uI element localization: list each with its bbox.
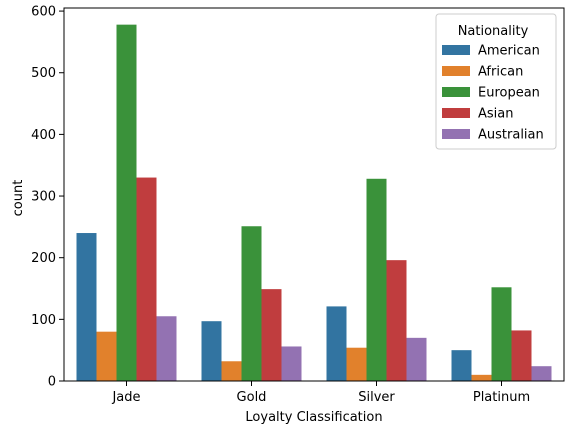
legend: Nationality American African European Asian… <box>435 13 557 150</box>
axes-layer: 0 100 200 300 400 500 600 Jade Gold Silver Platinu… <box>31 5 565 405</box>
bar-australian-platinum <box>531 366 552 381</box>
legend-swatch-australian <box>442 129 470 139</box>
legend-entries: American African European Asian Australian <box>442 44 544 143</box>
y-tick-label: 300 <box>31 190 56 205</box>
y-tick-label: 400 <box>31 128 56 143</box>
bar-european-silver <box>366 178 387 381</box>
y-tick-label: 200 <box>31 251 56 266</box>
legend-swatch-european <box>442 87 470 97</box>
y-tick-label: 500 <box>31 66 56 81</box>
bar-american-platinum <box>451 350 472 381</box>
legend-title: Nationality <box>458 24 529 39</box>
bar-asian-gold <box>261 289 282 381</box>
bar-african-platinum <box>471 374 492 381</box>
legend-swatch-asian <box>442 108 470 118</box>
bar-australian-gold <box>281 346 302 381</box>
legend-label-african: African <box>478 65 523 80</box>
bar-australian-jade <box>156 316 177 381</box>
bar-european-platinum <box>491 287 512 381</box>
y-tick-label: 600 <box>31 5 56 20</box>
y-tick-label: 100 <box>31 313 56 328</box>
bar-african-silver <box>346 347 367 381</box>
y-axis-label: count <box>11 180 26 217</box>
x-tick-label: Gold <box>237 390 267 405</box>
bar-asian-platinum <box>511 330 532 381</box>
x-tick-label: Jade <box>111 390 140 405</box>
legend-label-american: American <box>478 44 540 59</box>
legend-label-european: European <box>478 86 540 101</box>
bar-european-gold <box>241 226 262 381</box>
bar-european-jade <box>116 24 137 382</box>
bar-asian-silver <box>386 260 407 381</box>
x-tick-label: Platinum <box>473 390 530 405</box>
bar-australian-silver <box>406 337 427 381</box>
legend-label-asian: Asian <box>478 107 513 122</box>
bar-african-jade <box>96 331 117 381</box>
bar-american-silver <box>326 306 347 381</box>
bars-layer <box>76 24 552 382</box>
x-axis-label: Loyalty Classification <box>245 410 382 425</box>
plot-frame <box>63 7 565 382</box>
bar-african-gold <box>221 361 242 381</box>
bar-asian-jade <box>136 177 157 381</box>
x-tick-label: Silver <box>358 390 395 405</box>
bar-american-gold <box>201 321 222 381</box>
bar-american-jade <box>76 233 97 381</box>
legend-swatch-african <box>442 66 470 76</box>
y-tick-label: 0 <box>48 375 56 390</box>
legend-swatch-american <box>442 45 470 55</box>
legend-label-australian: Australian <box>478 128 544 143</box>
